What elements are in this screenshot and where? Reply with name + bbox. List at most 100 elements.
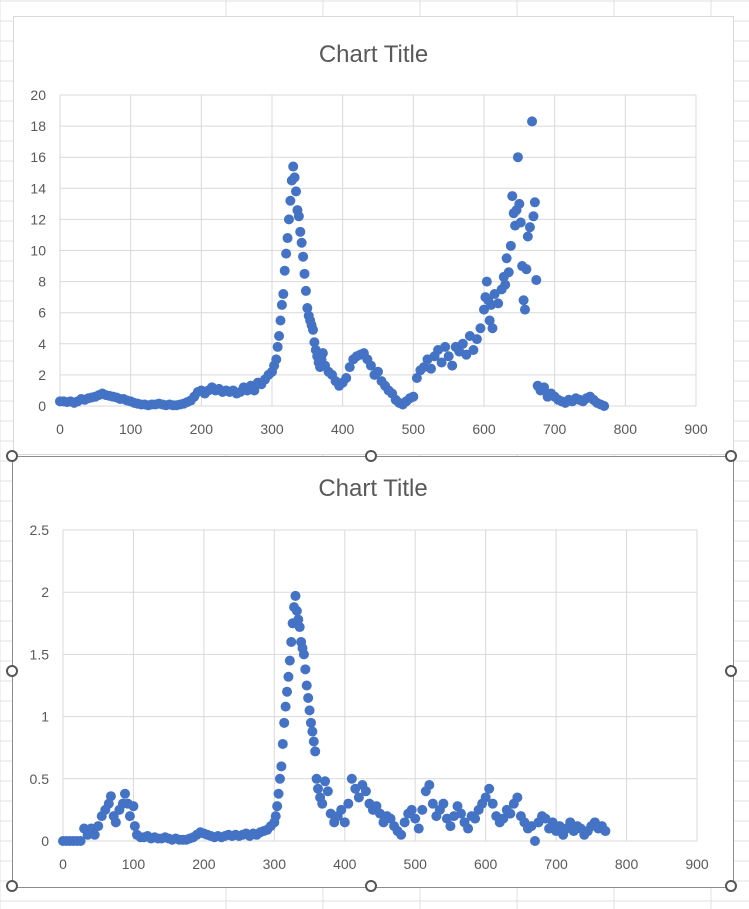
chart-2-data-point: [410, 813, 421, 824]
chart-2-data-point: [293, 614, 304, 625]
chart-2-data-point: [385, 813, 396, 824]
chart-2-data-point: [480, 792, 491, 803]
chart-2-data-point: [303, 692, 314, 703]
resize-handle-bottom-left[interactable]: [6, 880, 18, 892]
chart-1-data-point: [475, 323, 486, 334]
chart-2-data-point: [124, 811, 135, 822]
chart-2-plot: 0 0.5 1 1.5 2 2.5 0 100 200 300 400 500 600 700 800 900: [30, 522, 709, 872]
chart-1-data-point: [288, 161, 299, 172]
chart-2-x-tick-label: 200: [192, 856, 216, 872]
chart-1-data-point: [344, 362, 355, 373]
chart-1-y-tick-label: 14: [30, 180, 46, 196]
chart-1-data-point: [309, 337, 320, 348]
chart-1-y-tick-label: 8: [38, 274, 46, 290]
chart-1-data-point: [503, 267, 514, 278]
chart-1-data-point: [468, 345, 479, 356]
chart-2-data-point: [498, 813, 509, 824]
chart-2-y-tick-label: 2: [41, 584, 49, 600]
chart-2-data-point: [336, 804, 347, 815]
chart-1-title[interactable]: Chart Title: [318, 41, 429, 68]
chart-1-data-point: [276, 299, 287, 310]
chart-1-y-tick-label: 0: [38, 398, 46, 414]
chart-1[interactable]: Chart Title 0 2 4 6 8 10 12 14 16 18 20 0 100 200 300 4…: [13, 16, 734, 455]
chart-2-data-point: [399, 817, 410, 828]
chart-1-data-point: [528, 211, 539, 222]
chart-1-data-point: [274, 331, 285, 342]
chart-2-data-point: [529, 836, 540, 846]
resize-handle-middle-right[interactable]: [725, 665, 737, 677]
chart-2-data-point: [310, 746, 321, 757]
chart-2-data-point: [512, 792, 523, 803]
chart-1-data-point: [493, 298, 504, 309]
chart-1-data-point: [300, 285, 311, 296]
chart-1-y-tick-label: 10: [30, 243, 46, 259]
chart-2-data-point: [484, 783, 495, 794]
chart-2-data-point: [505, 808, 516, 819]
chart-1-x-tick-label: 300: [260, 421, 284, 437]
chart-2-x-tick-label: 600: [474, 856, 498, 872]
resize-handle-top-left[interactable]: [6, 450, 18, 462]
chart-1-data-point: [507, 191, 518, 202]
chart-2-data-point: [311, 773, 322, 784]
chart-1-y-tick-label: 2: [38, 367, 46, 383]
chart-2-x-tick-label: 300: [263, 856, 287, 872]
resize-handle-middle-left[interactable]: [6, 665, 18, 677]
chart-2-data-point: [452, 801, 463, 812]
chart-1-data-point: [501, 253, 512, 264]
chart-1-y-tick-label: 12: [30, 211, 46, 227]
chart-1-data-point: [436, 357, 447, 368]
chart-2-data-point: [320, 776, 331, 787]
chart-2-data-point: [274, 773, 285, 784]
chart-1-data-point: [341, 373, 352, 384]
chart-1-data-point: [296, 237, 307, 248]
chart-1-data-point: [249, 385, 260, 396]
chart-2-data-point: [279, 717, 290, 728]
chart-1-data-point: [426, 363, 436, 374]
chart-1-data-point: [278, 289, 289, 300]
resize-handle-top-center[interactable]: [365, 450, 377, 462]
chart-1-data-point: [440, 341, 451, 352]
chart-2[interactable]: Chart Title 0 0.5 1 1.5 2 2.5 0 100 200 300 400 500…: [12, 456, 734, 888]
chart-1-x-tick-label: 900: [684, 421, 708, 437]
chart-1-data-point: [298, 251, 309, 262]
resize-handle-bottom-right[interactable]: [725, 880, 737, 892]
chart-1-data-point: [443, 351, 454, 362]
resize-handle-top-right[interactable]: [725, 450, 737, 462]
chart-1-data-point: [500, 279, 511, 290]
chart-1-x-tick-label: 800: [614, 421, 638, 437]
chart-2-title[interactable]: Chart Title: [318, 475, 428, 502]
chart-2-x-tick-label: 700: [544, 856, 568, 872]
chart-1-data-point: [275, 315, 286, 326]
chart-2-data-point: [128, 801, 139, 812]
chart-2-data-point: [343, 798, 354, 809]
chart-1-data-point: [373, 366, 383, 377]
chart-2-y-tick-label: 2.5: [30, 522, 50, 538]
chart-2-data-point: [280, 701, 291, 712]
chart-2-data-point: [353, 792, 364, 803]
chart-1-data-point: [271, 354, 282, 365]
chart-2-data-point: [360, 786, 371, 797]
chart-2-data-point: [119, 788, 130, 799]
chart-2-data-point: [270, 811, 281, 822]
chart-1-data-point: [489, 289, 500, 300]
chart-1-data-point: [527, 116, 538, 127]
chart-2-data-point: [286, 636, 297, 647]
chart-1-data-point: [307, 324, 318, 335]
chart-1-data-point: [291, 186, 302, 197]
chart-2-data-point: [322, 786, 333, 797]
chart-2-y-tick-label: 1: [41, 709, 49, 725]
chart-2-data-point: [272, 801, 283, 812]
chart-2-data-point: [313, 783, 324, 794]
resize-handle-bottom-center[interactable]: [365, 880, 377, 892]
chart-2-data-point: [413, 823, 424, 834]
chart-1-data-point: [447, 360, 458, 371]
chart-1-data-point: [282, 233, 293, 244]
chart-2-x-tick-label: 800: [615, 856, 639, 872]
chart-2-data-point: [294, 622, 305, 633]
chart-2-data-point: [456, 808, 467, 819]
chart-1-data-point: [487, 323, 498, 334]
chart-1-data-point: [522, 231, 533, 242]
chart-1-data-point: [531, 275, 542, 286]
chart-1-data-point: [457, 338, 468, 349]
